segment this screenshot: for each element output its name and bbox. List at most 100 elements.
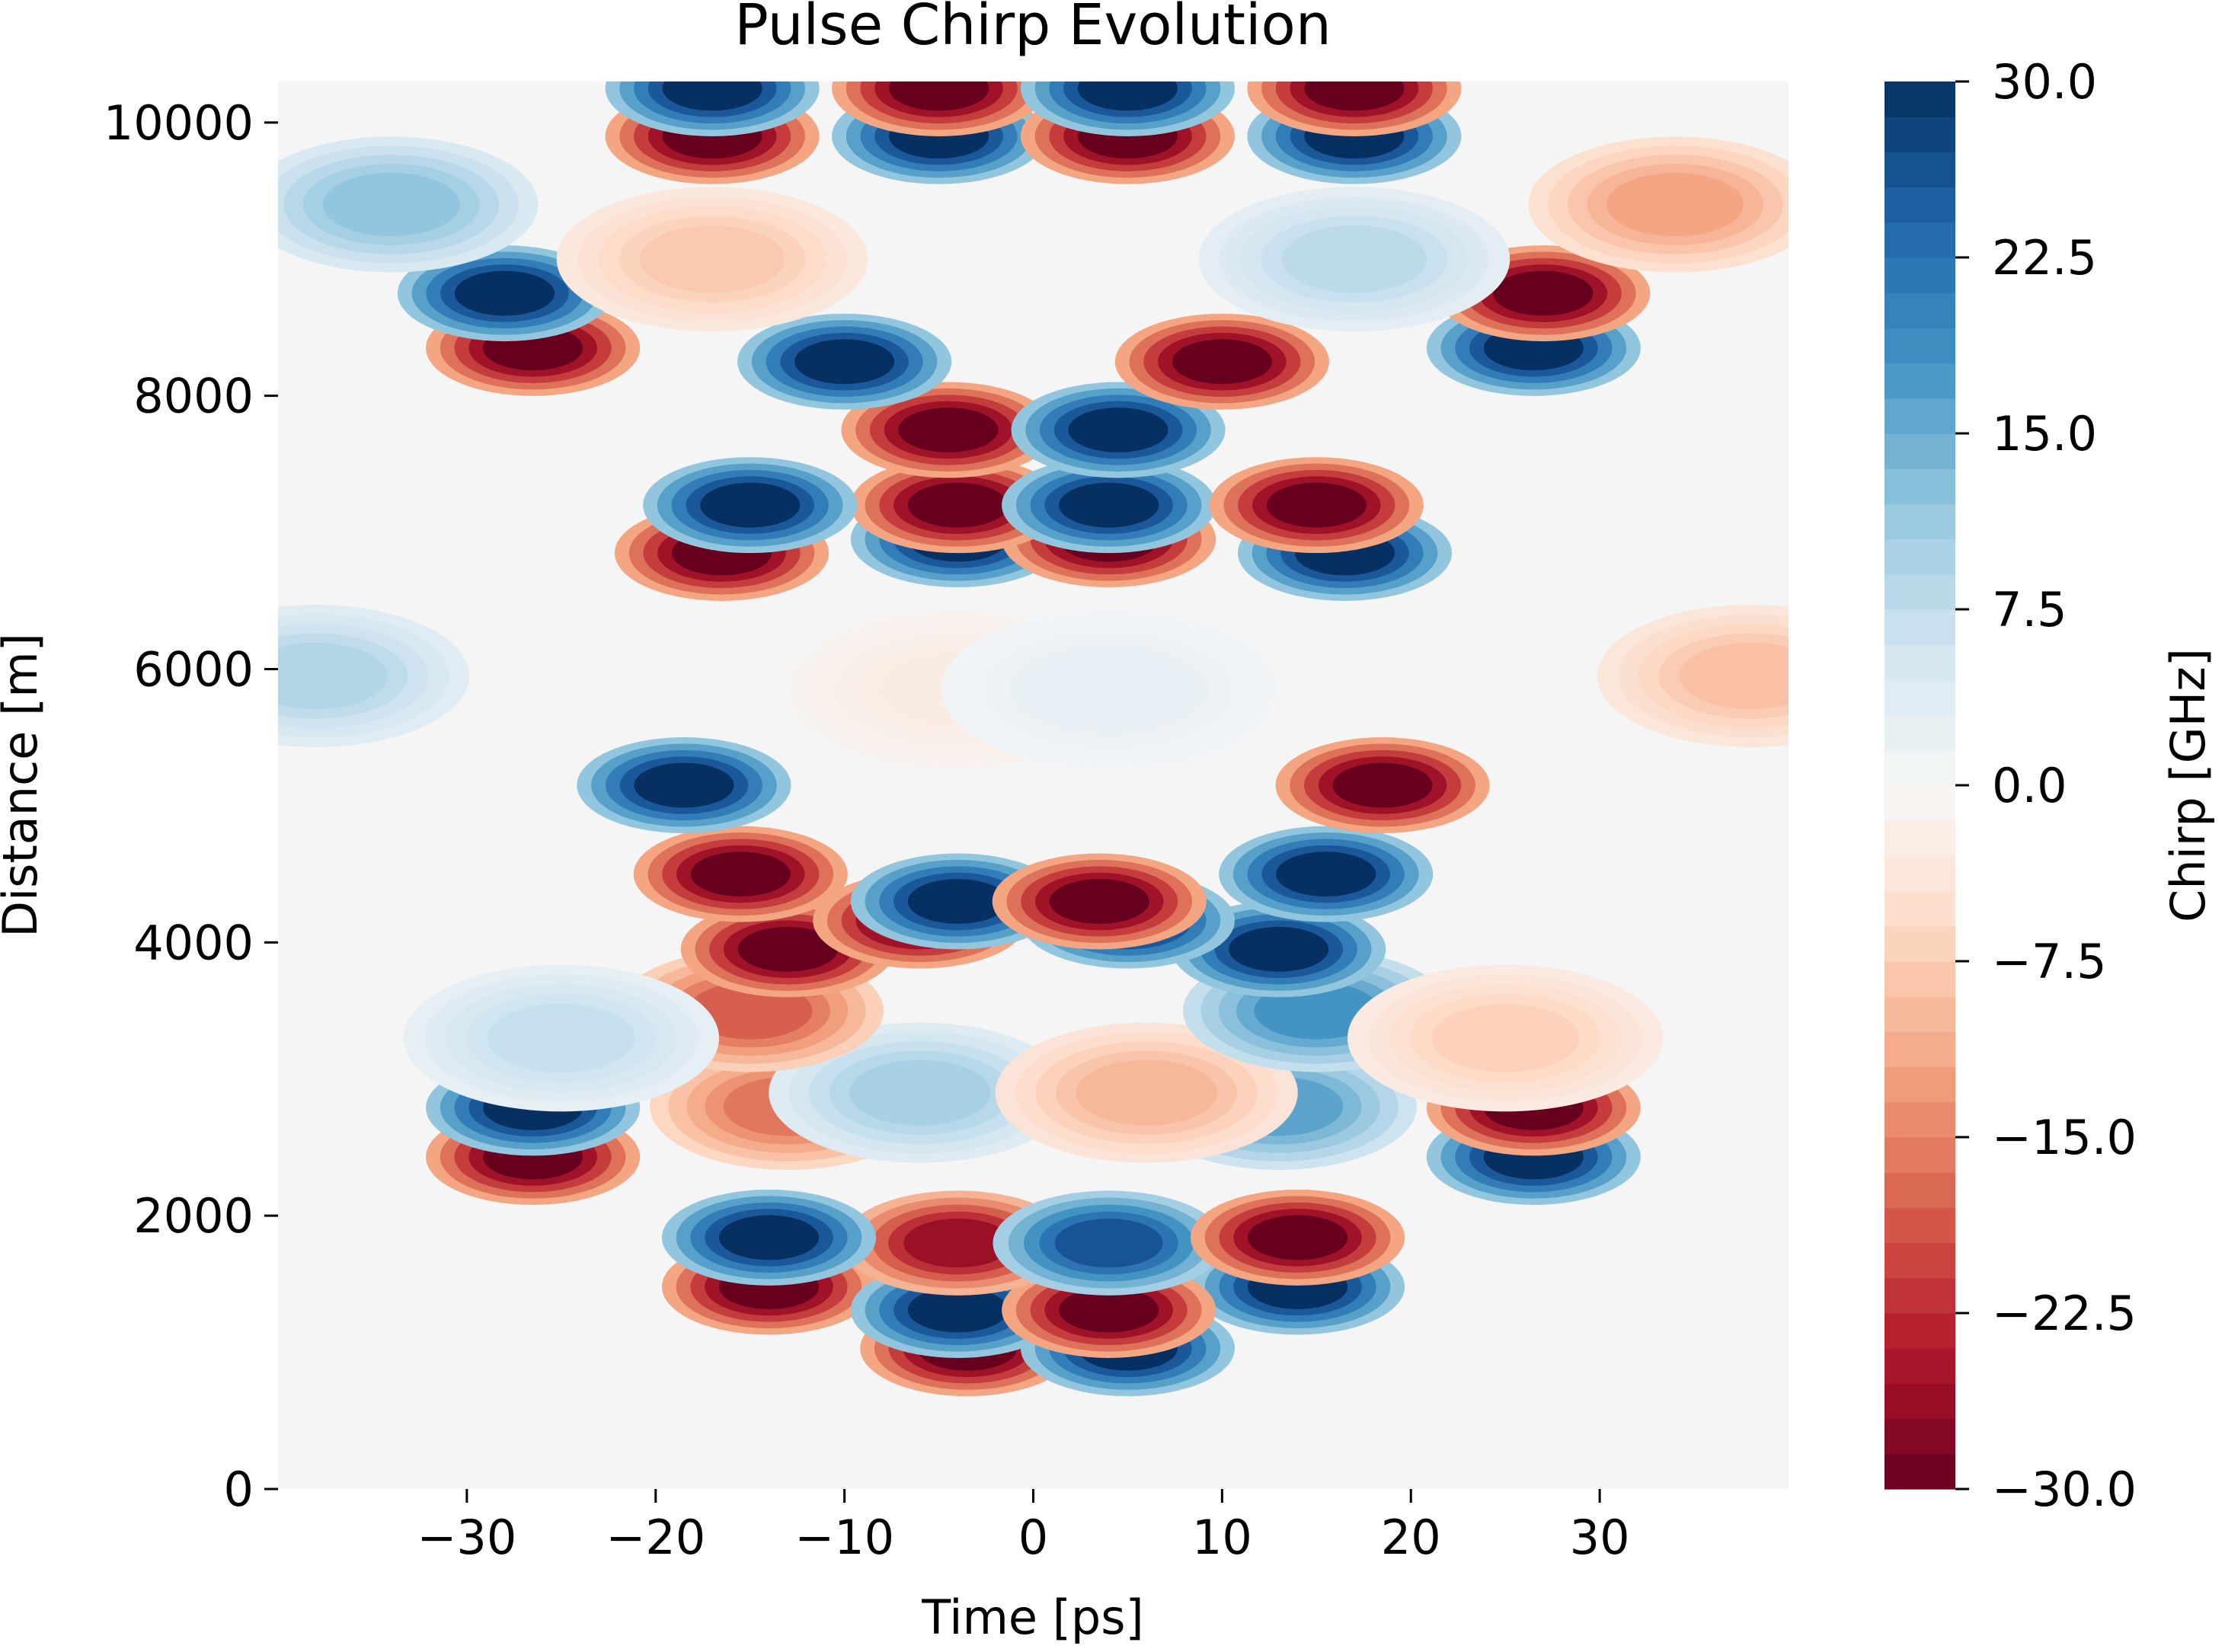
chirp-patch [907,482,1008,528]
chirp-patch [718,1215,820,1261]
chirp-patch [1172,339,1272,385]
colorbar-band [1885,1418,1955,1455]
chirp-patch [1304,81,1405,111]
chirp-patch [1679,642,1789,710]
y-axis-label: Distance [m] [0,633,48,938]
colorbar-band [1885,538,1955,575]
x-tick-label: 20 [1381,1510,1441,1565]
colorbar-band [1885,363,1955,399]
chirp-patch [1332,762,1433,808]
colorbar-band [1885,1453,1955,1490]
colorbar-band [1885,785,1955,821]
chirp-patch [1276,852,1376,897]
colorbar [1885,81,1955,1490]
x-tick-label: 30 [1570,1510,1630,1565]
chirp-patch [898,407,999,452]
colorbar-band [1885,257,1955,293]
colorbar-band [1885,1172,1955,1208]
chirp-patch [737,926,838,972]
colorbar-tick-label: −30.0 [1992,1462,2137,1517]
chirp-patch [488,1003,635,1072]
chirp-patch [662,81,762,111]
x-tick-label: 10 [1192,1510,1252,1565]
chirp-patch [454,270,555,316]
colorbar-band [1885,1242,1955,1279]
colorbar-band [1885,1313,1955,1349]
chirp-patch [907,1287,1008,1333]
colorbar-band [1885,328,1955,364]
colorbar-band [1885,574,1955,610]
chirp-patch [1059,482,1159,528]
x-axis-label: Time [ps] [921,1590,1143,1645]
colorbar-band [1885,1066,1955,1103]
chirp-patch [634,762,734,808]
chart-title: Pulse Chirp Evolution [734,0,1331,58]
chirp-patch [278,642,388,710]
colorbar-band [1885,855,1955,892]
chirp-patch [1059,1287,1159,1333]
colorbar-band [1885,433,1955,469]
colorbar-band [1885,222,1955,258]
colorbar-band [1885,961,1955,997]
colorbar-band [1885,1383,1955,1420]
chirp-patch [888,81,989,111]
chirp-patch [1030,653,1188,727]
colorbar-band [1885,996,1955,1032]
chirp-patch [1493,270,1594,316]
chirp-patch [1049,879,1149,924]
x-tick-label: −10 [794,1510,894,1565]
colorbar-band [1885,925,1955,962]
chirp-patch [639,225,785,293]
x-tick-label: −20 [606,1510,705,1565]
colorbar-tick-label: −7.5 [1992,934,2107,989]
y-tick-label: 10000 [104,95,254,151]
colorbar-band [1885,292,1955,328]
y-axis: 0 2000 4000 6000 8000 10000 [104,95,278,1517]
chirp-patch [794,339,895,385]
colorbar-band [1885,503,1955,540]
colorbar-band [1885,749,1955,786]
x-tick-label: 0 [1018,1510,1048,1565]
chirp-patch [1266,482,1367,528]
colorbar-band [1885,1277,1955,1314]
colorbar-band [1885,1137,1955,1173]
chirp-patch [849,1059,991,1126]
colorbar-band [1885,81,1955,117]
colorbar-band [1885,644,1955,680]
chirp-patch [1606,172,1744,237]
chirp-patch [1431,1003,1579,1072]
x-tick-label: −30 [417,1510,516,1565]
colorbar-band [1885,714,1955,751]
chirp-patch [1076,1059,1217,1126]
chirp-patch [1077,81,1178,111]
colorbar-band [1885,152,1955,188]
colorbar-axis: 30.0 22.5 15.0 7.5 0.0 −7.5 −15.0 −22.5 −30.0 [1955,54,2137,1517]
chirp-patch [903,1218,1012,1268]
chirp-patch [1281,225,1427,293]
y-tick-label: 6000 [133,641,254,697]
x-axis: −30 −20 −10 0 10 20 30 [417,1489,1630,1565]
y-tick-label: 0 [224,1462,254,1517]
colorbar-tick-label: 7.5 [1992,582,2067,637]
chirp-patch [1068,407,1168,452]
colorbar-band [1885,820,1955,856]
colorbar-tick-label: 0.0 [1992,758,2067,813]
chirp-patch [1247,1215,1348,1261]
colorbar-tick-label: 15.0 [1992,406,2097,462]
colorbar-band [1885,1101,1955,1138]
chirp-patch [690,852,791,897]
colorbar-band [1885,890,1955,927]
y-tick-label: 8000 [133,369,254,424]
chirp-patch [1229,926,1329,972]
chirp-patch [907,879,1008,924]
heatmap-layer [278,81,1789,1397]
colorbar-band [1885,679,1955,716]
colorbar-band [1885,117,1955,152]
colorbar-band [1885,609,1955,645]
colorbar-label: Chirp [GHz] [2160,648,2216,922]
chirp-patch [700,482,801,528]
colorbar-band [1885,468,1955,504]
colorbar-band [1885,1207,1955,1244]
chirp-patch [322,172,460,237]
